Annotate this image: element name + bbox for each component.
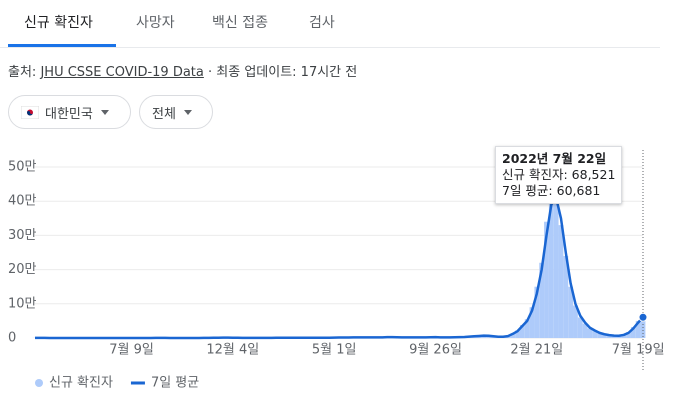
dropdown-label: 대한민국 — [45, 106, 93, 122]
bar — [635, 320, 641, 338]
bar — [573, 305, 578, 338]
bar — [534, 286, 540, 338]
bar — [515, 330, 520, 338]
legend-swatch — [35, 379, 43, 387]
region-dropdown[interactable]: 전체 — [139, 95, 213, 129]
bar — [558, 225, 564, 338]
divider — [0, 47, 660, 48]
bar — [519, 325, 525, 338]
bar — [577, 317, 583, 338]
tab-indicator — [8, 44, 116, 47]
bar — [601, 334, 607, 338]
source-line: 출처: JHU CSSE COVID-19 Data · 최종 업데이트: 17… — [8, 61, 357, 80]
x-tick-label: 7월 19일 — [612, 343, 665, 358]
source-prefix: 출처: — [8, 65, 37, 80]
x-tick-label: 2월 21일 — [510, 343, 563, 358]
bar — [524, 319, 530, 338]
tooltip-row: 신규 확진자: 68,521 — [502, 167, 616, 182]
y-tick-label: 50만 — [8, 160, 37, 175]
bar — [626, 332, 631, 338]
bar — [529, 307, 535, 338]
y-tick-label: 10만 — [8, 296, 37, 311]
bar — [510, 333, 516, 338]
bar — [563, 255, 569, 338]
bar — [568, 286, 574, 338]
update-note: · 최종 업데이트: 17시간 전 — [208, 65, 358, 80]
bar — [630, 327, 636, 338]
legend-label: 7일 평균 — [151, 376, 199, 391]
y-tick-label: 40만 — [8, 194, 37, 209]
tooltip: 2022년 7월 22일 신규 확진자: 68,521 7일 평균: 60,68… — [495, 146, 623, 204]
tab[interactable]: 사망자 — [136, 15, 175, 31]
x-tick-label: 5월 1일 — [312, 343, 357, 358]
bar — [606, 335, 612, 338]
country-dropdown[interactable]: 대한민국 — [8, 95, 131, 129]
x-tick-label: 7월 9일 — [109, 343, 154, 358]
y-tick-label: 0 — [8, 331, 16, 346]
bar — [597, 333, 602, 338]
dropdown-label: 전체 — [152, 106, 176, 122]
point — [638, 312, 648, 322]
y-tick-label: 30만 — [8, 228, 37, 243]
tooltip-date: 2022년 7월 22일 — [502, 151, 607, 166]
bar — [544, 221, 549, 338]
bar — [539, 262, 545, 338]
bar — [621, 334, 627, 338]
source-link[interactable]: JHU CSSE COVID-19 Data — [40, 65, 204, 80]
tooltip-row: 7일 평균: 60,681 — [502, 183, 601, 198]
flag-icon — [21, 105, 39, 119]
line — [34, 196, 644, 340]
tab[interactable]: 신규 확진자 — [24, 15, 93, 31]
legend-label: 신규 확진자 — [49, 376, 113, 391]
x-tick-label: 12월 4일 — [206, 343, 259, 358]
bar — [640, 314, 646, 338]
bar — [592, 331, 598, 338]
bar — [553, 190, 559, 338]
bar — [587, 328, 593, 338]
bar — [548, 194, 554, 338]
bar — [582, 323, 588, 338]
x-tick-label: 9월 26일 — [409, 343, 462, 358]
tab[interactable]: 백신 접종 — [212, 15, 268, 31]
tab[interactable]: 검사 — [309, 15, 335, 31]
y-tick-label: 20만 — [8, 262, 37, 277]
